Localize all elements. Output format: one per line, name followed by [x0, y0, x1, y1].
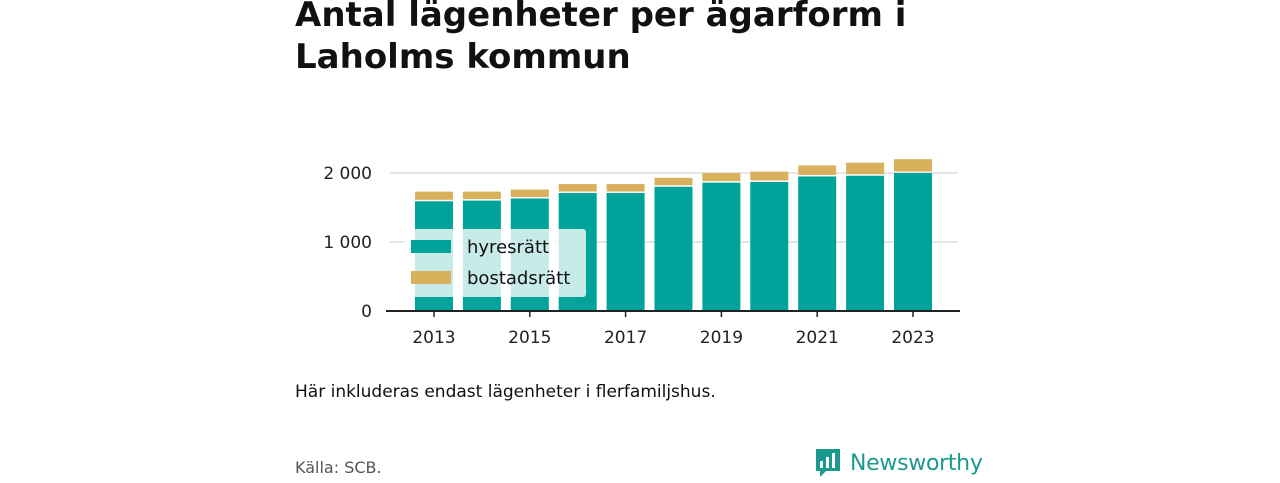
bar-bostadsratt-2019 [702, 173, 741, 182]
y-tick-label: 2 000 [323, 164, 372, 184]
bar-hyresratt-2018 [654, 186, 693, 311]
chart-note: Här inkluderas endast lägenheter i flerf… [295, 382, 716, 402]
bar-hyresratt-2023 [894, 173, 932, 311]
x-tick-label: 2019 [700, 328, 743, 348]
legend: hyresrätt bostadsrätt [404, 229, 586, 297]
bar-bostadsratt-2014 [462, 191, 501, 200]
legend-swatch [411, 271, 451, 284]
chart-bubble-icon [814, 447, 842, 479]
x-tick-label: 2023 [891, 328, 934, 348]
y-tick-label: 0 [361, 302, 372, 322]
chart-title: Antal lägenheter per ägarform i Laholms … [295, 0, 907, 77]
brand-name: Newsworthy [850, 450, 983, 476]
y-axis: 0 1 000 2 000 [323, 164, 372, 322]
x-tick-label: 2021 [796, 328, 839, 348]
x-tick-label: 2015 [508, 328, 551, 348]
bar-bostadsratt-2017 [606, 184, 645, 192]
x-tick-label: 2013 [412, 328, 455, 348]
bar-bostadsratt-2023 [894, 159, 932, 172]
bar-bostadsratt-2016 [558, 184, 597, 192]
bar-bostadsratt-2022 [846, 162, 885, 175]
legend-label: bostadsrätt [467, 268, 570, 289]
bar-bostadsratt-2021 [798, 165, 837, 175]
legend-label: hyresrätt [467, 237, 549, 258]
bar-hyresratt-2020 [750, 181, 789, 311]
y-tick-label: 1 000 [323, 233, 372, 253]
bar-bostadsratt-2015 [510, 189, 549, 198]
bar-bostadsratt-2018 [654, 177, 693, 186]
bar-hyresratt-2017 [606, 193, 645, 311]
bar-hyresratt-2021 [798, 176, 837, 311]
bar-hyresratt-2019 [702, 182, 741, 311]
x-axis: 2013 2015 2017 2019 2021 2023 [386, 310, 960, 348]
bar-bostadsratt-2020 [750, 171, 789, 181]
legend-swatch [411, 240, 451, 253]
newsworthy-logo[interactable]: Newsworthy [814, 446, 983, 480]
source-credit: Källa: SCB. [295, 458, 382, 477]
x-tick-label: 2017 [604, 328, 647, 348]
bar-bostadsratt-2013 [415, 191, 453, 200]
bar-hyresratt-2022 [846, 175, 885, 311]
